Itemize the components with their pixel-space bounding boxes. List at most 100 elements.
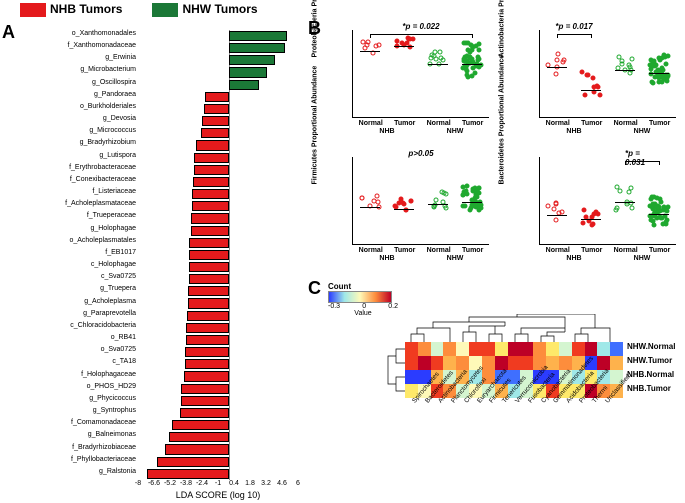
taxon-label: c_TA18 [112,358,136,365]
x-category: Tumor [581,247,602,254]
data-point [650,80,655,85]
data-point [360,39,365,44]
lda-bar [187,311,229,321]
taxon-label: c_Sva0725 [101,273,136,280]
data-point [649,217,654,222]
lda-bar [192,201,230,211]
lda-bar [201,128,230,138]
legend-box-nhw [152,3,178,17]
heatmap-cell [431,342,444,356]
data-point [476,56,481,61]
lda-bar [205,92,229,102]
data-point [581,220,586,225]
x-category: Normal [546,247,570,254]
data-point [402,202,407,207]
taxon-label: g_Oscillospira [92,79,136,86]
taxon-label: g_Bradyrhizobium [80,139,136,146]
heatmap-cell [520,342,533,356]
taxon-label: g_Truepera [100,285,136,292]
xaxis-title: LDA SCORE (log 10) [138,490,298,500]
data-point [659,215,664,220]
data-point [363,45,368,50]
taxon-label: g_Devosia [103,115,136,122]
data-point [428,55,433,60]
heatmap-cell [610,356,623,370]
data-point [409,199,414,204]
data-point [598,92,603,97]
lda-bar [185,347,230,357]
lda-bar [229,43,285,53]
heatmap-row-label: NHB.Normal [627,370,674,379]
lda-bar [184,371,230,381]
taxon-label: g_Phycicoccus [89,395,136,402]
data-point [463,203,468,208]
data-point [431,205,436,210]
heatmap-cell [469,342,482,356]
heatmap-cell [405,356,418,370]
heatmap-cell [597,342,610,356]
data-point [462,40,467,45]
taxon-label: g_Paraprevotella [83,310,136,317]
data-point [554,217,559,222]
heatmap-cell [572,342,585,356]
data-point [665,218,670,223]
data-point [468,206,473,211]
data-point [476,207,481,212]
taxon-label: o_Acholeplasmatales [69,237,136,244]
data-point [652,59,657,64]
x-group-label: NHB [540,128,608,135]
x-category: Normal [546,120,570,127]
x-category: Tumor [581,120,602,127]
data-point [555,58,560,63]
data-point [590,76,595,81]
data-point [464,72,469,77]
taxon-label: c_Holophagae [91,261,136,268]
colorkey-gradient [328,291,392,303]
p-value: *p = 0.022 [402,22,439,31]
x-group-label: NHW [421,255,489,262]
heatmap-cell [520,356,533,370]
taxon-label: g_Microbacterium [80,66,136,73]
x-group-label: NHB [353,128,421,135]
heatmap-row-label: NHW.Tumor [627,356,672,365]
data-point [476,48,481,53]
data-point [466,47,471,52]
heatmap-cell [418,356,431,370]
taxon-label: g_Syntrophus [93,407,136,414]
data-point [664,209,669,214]
taxon-label: g_Acholeplasma [84,298,136,305]
colorkey-title: Count [328,282,398,291]
x-group-label: NHW [608,255,676,262]
lda-bar [191,213,230,223]
data-point [434,197,439,202]
lda-bar [189,238,229,248]
heatmap-cell [456,342,469,356]
taxon-label: o_Xanthomonadales [72,30,136,37]
taxon-label: g_Holophagae [90,225,136,232]
lda-bar [157,457,229,467]
x-category: Normal [359,247,383,254]
lda-bar [180,408,229,418]
y-axis-label: Firmicutes Proportional Abundance [312,94,319,184]
x-category: Tumor [462,247,483,254]
heatmap-cell [443,356,456,370]
taxon-label: f_Listeriaceae [92,188,136,195]
data-point [651,222,656,227]
heatmap-cell [533,342,546,356]
lda-bar [189,262,229,272]
x-group-label: NHW [421,128,489,135]
lda-bar [229,80,259,90]
data-point [404,40,409,45]
y-axis-label: Bacteroidetes Proportional Abundance [499,94,506,184]
data-point [470,57,475,62]
taxon-label: o_PHOS_HD29 [87,383,136,390]
data-point [658,200,663,205]
legend-label-nhw: NHW Tumors [182,2,257,16]
taxon-label: f_Bradyrhizobiaceae [72,444,136,451]
data-point [360,196,365,201]
lda-bar [193,177,230,187]
data-point [629,57,634,62]
taxon-label: f_Comamonadaceae [71,419,136,426]
data-point [660,222,665,227]
data-point [595,212,600,217]
